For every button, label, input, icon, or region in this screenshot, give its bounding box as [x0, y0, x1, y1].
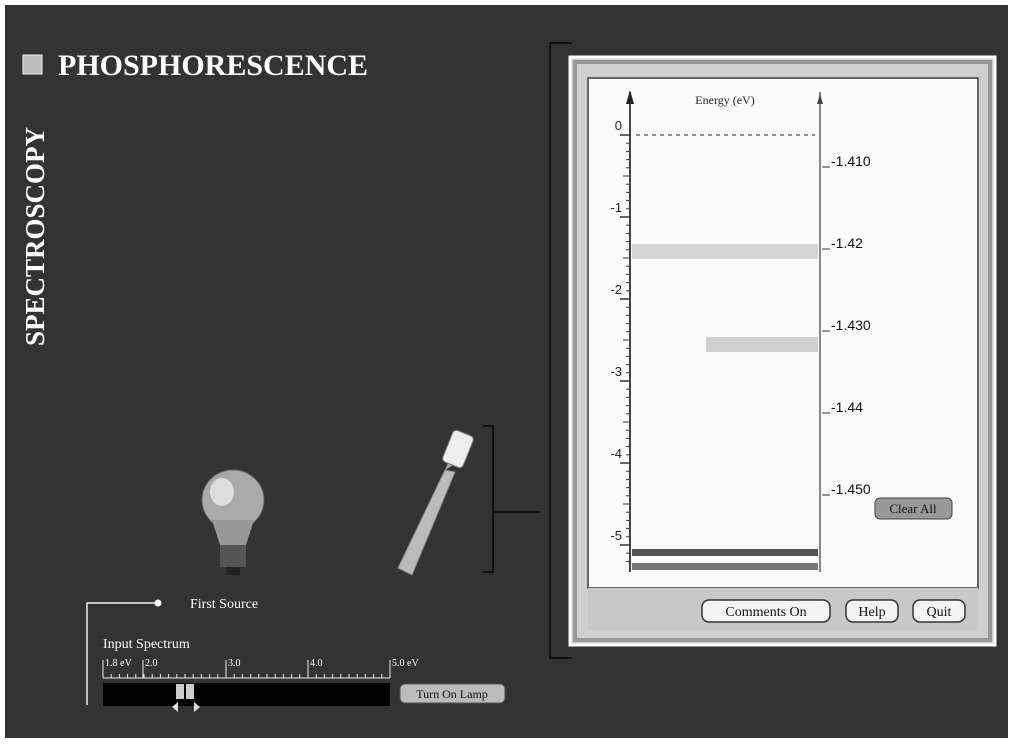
button[interactable] — [701, 599, 831, 623]
spectrum-scale: 1.8 eV 2.0 3.0 4.0 5.0 eV — [102, 658, 419, 679]
energy-level — [632, 244, 818, 259]
scale-label: 2.0 — [145, 658, 158, 669]
sample-bracket — [483, 425, 540, 573]
slider-knob[interactable] — [176, 684, 184, 699]
source-label: First Source — [190, 597, 258, 612]
energy-level — [706, 337, 818, 352]
light-bulb[interactable] — [201, 469, 265, 575]
bracket — [549, 42, 572, 659]
right-label: -1.430 — [831, 317, 871, 333]
button-label[interactable]: Comments On — [725, 605, 806, 620]
scale-label: 5.0 eV — [392, 658, 419, 669]
brush-handle — [397, 469, 456, 576]
panel-buttons: Comments On Help Quit — [701, 599, 966, 623]
left-label: -1 — [610, 200, 622, 215]
bulb-neck — [212, 520, 254, 545]
toothbrush[interactable] — [397, 429, 475, 576]
title-icon — [22, 54, 43, 75]
energy-level — [632, 549, 818, 556]
right-ticks: -1.410 -1.42 -1.430 -1.44 -1.450 — [822, 153, 871, 497]
bulb-highlight — [210, 478, 234, 506]
brush-head — [442, 429, 474, 469]
button[interactable] — [845, 599, 899, 623]
button-label[interactable]: Quit — [927, 605, 952, 620]
section-label: SPECTROSCOPY — [20, 127, 50, 346]
right-label: -1.44 — [831, 399, 863, 415]
panel-bevel — [573, 60, 992, 642]
left-label: -2 — [610, 282, 622, 297]
clear-all-button[interactable] — [874, 497, 953, 520]
left-arrow — [626, 90, 634, 104]
scale-label: 3.0 — [228, 658, 241, 669]
left-ticks: 0 -1 -2 -3 -4 -5 — [610, 118, 630, 562]
bulb-base — [220, 545, 246, 567]
left-label: -3 — [610, 364, 622, 379]
scale-label: 4.0 — [310, 658, 323, 669]
right-label: -1.450 — [831, 481, 871, 497]
slider-arrows[interactable] — [172, 702, 200, 712]
left-label: 0 — [615, 118, 622, 133]
title: PHOSPHORESCENCE — [58, 49, 368, 82]
source-dot — [154, 599, 162, 607]
energy-level — [632, 563, 818, 570]
slider-knob[interactable] — [186, 684, 194, 699]
bulb-tip — [226, 567, 240, 575]
lamp-button[interactable] — [399, 683, 506, 704]
button[interactable] — [912, 599, 966, 623]
right-arrow — [817, 94, 823, 104]
spectrum-title: Input Spectrum — [103, 637, 190, 652]
button-label[interactable]: Help — [858, 605, 885, 620]
spectrum-slider[interactable] — [172, 684, 200, 712]
axis-title: Energy (eV) — [695, 93, 754, 107]
right-label: -1.42 — [831, 235, 863, 251]
spectrum-bar — [103, 683, 390, 706]
lamp-button-label[interactable]: Turn On Lamp — [416, 687, 488, 701]
clear-all-label[interactable]: Clear All — [889, 501, 937, 516]
scale-label: 1.8 eV — [105, 658, 132, 669]
source-connector — [86, 602, 157, 705]
left-label: -4 — [610, 446, 622, 461]
left-label: -5 — [610, 528, 622, 543]
right-label: -1.410 — [831, 153, 871, 169]
